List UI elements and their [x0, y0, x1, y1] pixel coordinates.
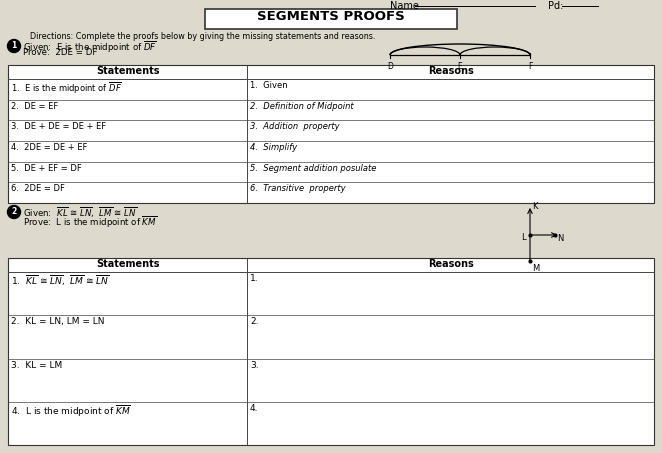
- Text: F: F: [528, 62, 532, 71]
- Text: 3.  Addition  property: 3. Addition property: [250, 122, 340, 131]
- Text: Prove:  L is the midpoint of $\overline{KM}$: Prove: L is the midpoint of $\overline{K…: [23, 215, 157, 230]
- Text: Given:  $\overline{KL}$ ≅ $\overline{LN}$,  $\overline{LM}$ ≅ $\overline{LN}$: Given: $\overline{KL}$ ≅ $\overline{LN}$…: [23, 206, 137, 220]
- Text: 3.: 3.: [250, 361, 259, 370]
- Bar: [8, 65, 654, 203]
- Text: 4.  2DE = DE + EF: 4. 2DE = DE + EF: [11, 143, 87, 152]
- Text: 4.: 4.: [250, 404, 259, 413]
- Text: 6.  2DE = DF: 6. 2DE = DF: [11, 184, 65, 193]
- Text: 1.: 1.: [250, 274, 259, 283]
- Text: 3.  DE + DE = DE + EF: 3. DE + DE = DE + EF: [11, 122, 106, 131]
- Text: 2.  Definition of Midpoint: 2. Definition of Midpoint: [250, 101, 354, 111]
- Text: D: D: [387, 62, 393, 71]
- Text: 2.: 2.: [250, 317, 259, 326]
- Text: 4.  Simplify: 4. Simplify: [250, 143, 297, 152]
- Circle shape: [7, 39, 21, 53]
- Text: Pd:: Pd:: [548, 1, 563, 11]
- Text: L: L: [521, 233, 526, 242]
- Bar: [205, 9, 457, 29]
- Text: 5.  DE + EF = DF: 5. DE + EF = DF: [11, 164, 81, 173]
- Text: Directions: Complete the proofs below by giving the missing statements and reaso: Directions: Complete the proofs below by…: [30, 32, 375, 41]
- Text: Reasons: Reasons: [428, 66, 473, 76]
- Text: 1.  $\overline{KL}$ ≅ $\overline{LN}$,  $\overline{LM}$ ≅ $\overline{LN}$: 1. $\overline{KL}$ ≅ $\overline{LN}$, $\…: [11, 274, 110, 288]
- Text: Prove:  2DE = DF: Prove: 2DE = DF: [23, 48, 97, 57]
- Text: 2: 2: [11, 207, 17, 216]
- Bar: [8, 258, 654, 445]
- Text: Name: Name: [390, 1, 419, 11]
- Circle shape: [7, 206, 21, 218]
- Text: Given:  E is the midpoint of $\overline{DF}$: Given: E is the midpoint of $\overline{D…: [23, 40, 157, 55]
- Text: 6.  Transitive  property: 6. Transitive property: [250, 184, 346, 193]
- Text: 1: 1: [11, 41, 17, 50]
- Text: 4.  L is the midpoint of $\overline{KM}$: 4. L is the midpoint of $\overline{KM}$: [11, 404, 131, 419]
- Text: Reasons: Reasons: [428, 259, 473, 269]
- Text: Statements: Statements: [96, 259, 160, 269]
- Text: K: K: [532, 202, 538, 211]
- Text: 1.  Given: 1. Given: [250, 81, 288, 90]
- Text: 5.  Segment addition posulate: 5. Segment addition posulate: [250, 164, 377, 173]
- Text: 1.  E is the midpoint of $\overline{DF}$: 1. E is the midpoint of $\overline{DF}$: [11, 81, 122, 96]
- Text: N: N: [557, 234, 563, 243]
- Text: M: M: [532, 264, 540, 273]
- Text: Statements: Statements: [96, 66, 160, 76]
- Text: 2.  DE = EF: 2. DE = EF: [11, 101, 58, 111]
- Text: SEGMENTS PROOFS: SEGMENTS PROOFS: [257, 10, 405, 23]
- Text: 3.  KL = LM: 3. KL = LM: [11, 361, 62, 370]
- Text: E: E: [457, 62, 462, 71]
- Text: 2.  KL = LN, LM = LN: 2. KL = LN, LM = LN: [11, 317, 105, 326]
